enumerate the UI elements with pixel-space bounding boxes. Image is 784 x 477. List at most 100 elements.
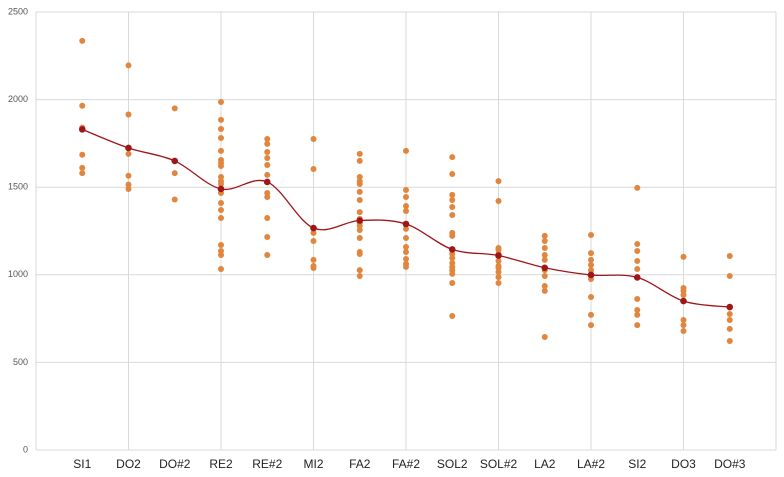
data-point	[264, 154, 271, 161]
data-point	[680, 253, 687, 260]
data-point	[634, 322, 641, 329]
data-point	[264, 140, 271, 147]
x-tick-label: SI1	[73, 457, 91, 471]
data-point	[356, 209, 363, 216]
data-point	[726, 317, 733, 324]
data-point	[356, 226, 363, 233]
data-point	[356, 196, 363, 203]
data-point	[403, 263, 409, 270]
data-point	[403, 194, 409, 201]
data-point	[449, 280, 456, 287]
data-point	[356, 273, 363, 280]
y-tick-label: 1000	[8, 269, 28, 279]
data-point	[634, 257, 641, 264]
data-point	[449, 254, 456, 261]
data-point	[264, 171, 271, 178]
data-point	[449, 191, 456, 198]
x-tick-label: MI2	[303, 457, 323, 471]
mean-point	[217, 185, 225, 193]
data-point	[125, 150, 132, 157]
x-tick-label: FA2	[349, 457, 371, 471]
data-point	[726, 253, 733, 260]
data-point	[218, 147, 224, 154]
data-point	[449, 212, 456, 219]
mean-point	[356, 217, 364, 224]
y-tick-label: 0	[23, 444, 28, 454]
data-point	[588, 267, 594, 274]
data-point	[726, 273, 733, 280]
data-point	[726, 338, 733, 345]
mean-point	[680, 297, 687, 305]
data-point	[218, 252, 224, 259]
data-point	[495, 257, 502, 264]
data-point	[171, 105, 178, 112]
data-point	[588, 311, 594, 318]
data-point	[449, 154, 456, 161]
data-point	[218, 126, 224, 133]
data-point	[79, 151, 86, 158]
data-point	[218, 266, 224, 273]
x-tick-label: SI2	[628, 457, 646, 471]
data-point	[634, 307, 641, 314]
data-point	[125, 111, 132, 118]
data-point	[403, 249, 409, 256]
data-point	[218, 134, 224, 141]
data-point	[356, 235, 363, 242]
data-point	[356, 181, 363, 188]
data-point	[171, 196, 178, 203]
data-point	[79, 170, 86, 177]
data-point	[356, 188, 363, 195]
data-point	[403, 235, 409, 242]
data-point	[634, 266, 641, 273]
data-point	[495, 198, 502, 205]
mean-point	[310, 224, 317, 232]
x-tick-label: RE#2	[252, 457, 282, 471]
data-point	[125, 172, 132, 179]
data-point	[449, 312, 456, 319]
data-point	[403, 243, 409, 250]
y-tick-label: 500	[13, 357, 28, 367]
data-point	[264, 161, 271, 168]
x-tick-label: DO3	[671, 457, 696, 471]
data-point	[541, 237, 548, 244]
data-point	[449, 171, 456, 178]
data-point	[218, 163, 224, 170]
mean-point	[541, 264, 549, 272]
data-point	[403, 256, 409, 263]
data-point	[218, 242, 224, 249]
data-point	[264, 252, 271, 259]
data-point	[79, 164, 86, 171]
data-point	[79, 37, 86, 44]
data-point	[310, 136, 317, 143]
x-tick-label: RE2	[209, 457, 233, 471]
data-point	[680, 317, 687, 324]
data-point	[541, 333, 548, 340]
data-point	[495, 178, 502, 185]
mean-point	[726, 303, 734, 311]
data-point	[403, 147, 409, 154]
y-tick-label: 1500	[8, 182, 28, 192]
data-point	[218, 99, 224, 106]
data-point	[264, 136, 271, 143]
x-tick-label: LA#2	[577, 457, 605, 471]
data-point	[310, 264, 317, 271]
data-point	[726, 311, 733, 318]
y-tick-label: 2500	[8, 6, 28, 16]
data-point	[171, 170, 178, 177]
data-point	[356, 150, 363, 157]
data-point	[495, 280, 502, 287]
mean-point	[171, 157, 179, 165]
data-point	[264, 233, 271, 240]
data-point	[79, 102, 86, 109]
data-point	[264, 215, 271, 222]
mean-point	[448, 246, 456, 253]
data-point	[125, 181, 132, 188]
y-tick-label: 2000	[8, 94, 28, 104]
data-point	[310, 165, 317, 172]
data-point	[264, 148, 271, 155]
data-point	[634, 247, 641, 254]
x-tick-label: FA#2	[392, 457, 420, 471]
data-point	[541, 252, 548, 259]
data-point	[356, 250, 363, 257]
data-point	[403, 202, 409, 209]
